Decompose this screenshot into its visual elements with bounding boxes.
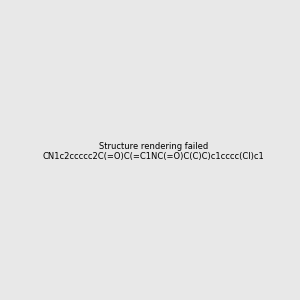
Text: Structure rendering failed
CN1c2ccccc2C(=O)C(=C1NC(=O)C(C)C)c1cccc(Cl)c1: Structure rendering failed CN1c2ccccc2C(… xyxy=(43,142,265,161)
